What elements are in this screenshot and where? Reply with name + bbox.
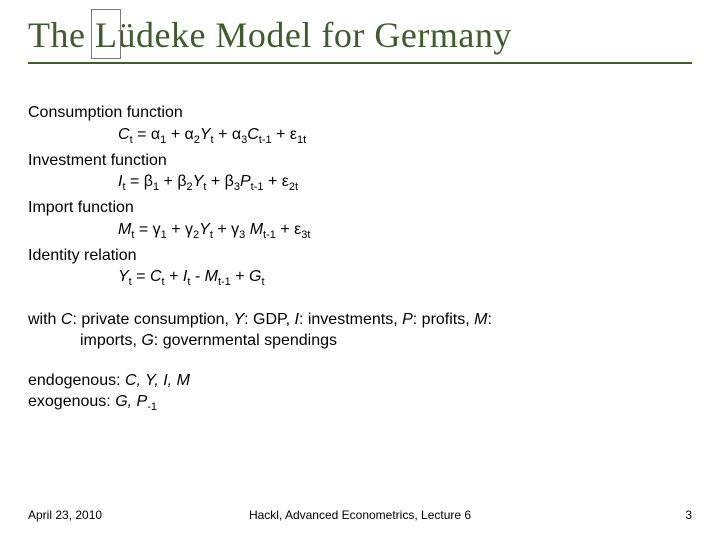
title-accent-letter: L [95, 15, 118, 55]
slide-footer: April 23, 2010 Hackl, Advanced Econometr… [28, 508, 692, 522]
footer-source: Hackl, Advanced Econometrics, Lecture 6 [28, 508, 692, 522]
identity-label: Identity relation [28, 245, 692, 267]
title-rest: üdeke Model for Germany [117, 15, 511, 55]
footer-page-number: 3 [685, 508, 692, 522]
exogenous-line: exogenous: G, P-1 [28, 391, 692, 415]
consumption-label: Consumption function [28, 102, 692, 124]
import-label: Import function [28, 197, 692, 219]
slide-content: Consumption function Ct = α1 + α2Yt + α3… [28, 102, 692, 415]
investment-label: Investment function [28, 150, 692, 172]
title-prefix: The [28, 15, 95, 55]
import-equation: Mt = γ1 + γ2Yt + γ3 Mt-1 + ε3t [28, 219, 692, 243]
variable-legend-cont: imports, G: governmental spendings [28, 330, 692, 352]
identity-equation: Yt = Ct + It - Mt-1 + Gt [28, 266, 692, 290]
variable-legend: with C: private consumption, Y: GDP, I: … [28, 309, 692, 331]
slide-title: The Lüdeke Model for Germany [28, 14, 692, 64]
investment-equation: It = β1 + β2Yt + β3Pt-1 + ε2t [28, 171, 692, 195]
consumption-equation: Ct = α1 + α2Yt + α3Ct-1 + ε1t [28, 124, 692, 148]
endogenous-line: endogenous: C, Y, I, M [28, 370, 692, 392]
footer-date: April 23, 2010 [28, 508, 102, 522]
slide: The Lüdeke Model for Germany Consumption… [0, 0, 720, 540]
